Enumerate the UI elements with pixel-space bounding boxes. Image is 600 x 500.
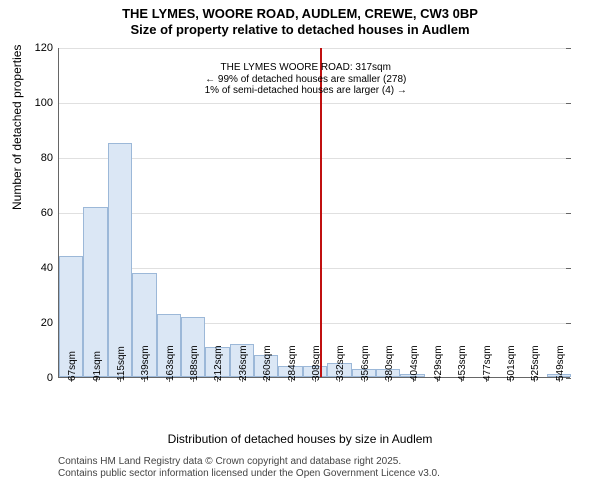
x-tick-label: 549sqm (555, 345, 566, 381)
gridline (59, 213, 570, 214)
x-axis-label: Distribution of detached houses by size … (0, 432, 600, 446)
y-tick-label: 100 (35, 97, 59, 109)
y-tick-mark (566, 158, 571, 159)
y-tick-mark (566, 378, 571, 379)
gridline (59, 103, 570, 104)
chart-title: THE LYMES, WOORE ROAD, AUDLEM, CREWE, CW… (0, 0, 600, 39)
x-tick-label: 284sqm (287, 345, 298, 381)
marker-line (320, 48, 322, 377)
attrib-line1: Contains HM Land Registry data © Crown c… (58, 456, 440, 468)
title-line1: THE LYMES, WOORE ROAD, AUDLEM, CREWE, CW… (0, 6, 600, 22)
y-tick-mark (566, 323, 571, 324)
x-tick-label: 525sqm (530, 345, 541, 381)
histogram-bar (108, 143, 132, 377)
y-tick-mark (566, 213, 571, 214)
chart-area: 02040608010012067sqm91sqm115sqm139sqm163… (58, 48, 570, 378)
gridline (59, 158, 570, 159)
y-tick-label: 60 (41, 207, 59, 219)
x-tick-label: 356sqm (360, 345, 371, 381)
x-tick-label: 404sqm (409, 345, 420, 381)
x-tick-label: 67sqm (67, 351, 78, 381)
x-tick-label: 501sqm (506, 345, 517, 381)
gridline (59, 268, 570, 269)
annot-line3: 1% of semi-detached houses are larger (4… (205, 85, 407, 97)
attribution: Contains HM Land Registry data © Crown c… (58, 456, 440, 480)
y-tick-mark (566, 103, 571, 104)
attrib-line2: Contains public sector information licen… (58, 468, 440, 480)
title-line2: Size of property relative to detached ho… (0, 22, 600, 38)
y-tick-label: 80 (41, 152, 59, 164)
x-tick-label: 163sqm (165, 345, 176, 381)
x-tick-label: 332sqm (335, 345, 346, 381)
y-tick-mark (566, 268, 571, 269)
annot-line2: ← 99% of detached houses are smaller (27… (205, 74, 407, 86)
x-tick-label: 188sqm (189, 345, 200, 381)
x-tick-label: 212sqm (213, 345, 224, 381)
x-tick-label: 477sqm (482, 345, 493, 381)
y-tick-label: 20 (41, 317, 59, 329)
y-tick-label: 40 (41, 262, 59, 274)
x-tick-label: 453sqm (457, 345, 468, 381)
annot-line1: THE LYMES WOORE ROAD: 317sqm (205, 62, 407, 74)
x-tick-label: 91sqm (92, 351, 103, 381)
y-axis-label: Number of detached properties (10, 45, 24, 210)
marker-annotation: THE LYMES WOORE ROAD: 317sqm← 99% of det… (205, 62, 407, 97)
x-tick-label: 139sqm (140, 345, 151, 381)
plot-region: 02040608010012067sqm91sqm115sqm139sqm163… (58, 48, 570, 378)
x-tick-label: 236sqm (238, 345, 249, 381)
gridline (59, 48, 570, 49)
y-tick-label: 120 (35, 42, 59, 54)
x-tick-label: 380sqm (384, 345, 395, 381)
x-tick-label: 115sqm (116, 346, 127, 381)
x-tick-label: 429sqm (433, 345, 444, 381)
y-tick-mark (566, 48, 571, 49)
y-tick-label: 0 (47, 372, 59, 384)
x-tick-label: 260sqm (262, 345, 273, 381)
